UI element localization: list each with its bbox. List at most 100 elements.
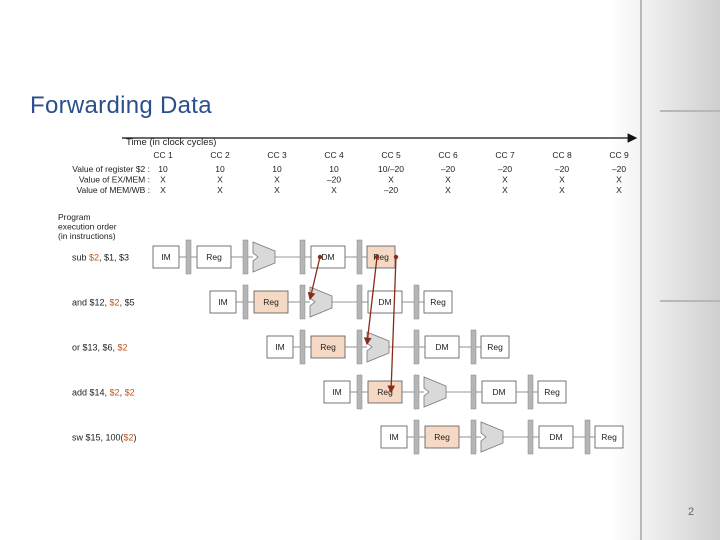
reg-label: Reg: [320, 342, 336, 352]
reg-label: Reg: [487, 342, 503, 352]
instruction-text: or $13, $6,: [72, 343, 118, 353]
value-cell: X: [160, 175, 166, 185]
pipeline-register-bar: [470, 374, 477, 410]
value-cell: X: [559, 185, 565, 195]
value-cell: X: [502, 185, 508, 195]
register-highlight: $2: [125, 388, 135, 398]
program-label-line: (in instructions): [58, 231, 116, 241]
value-cell: 10: [272, 164, 282, 174]
pipeline-register-bar: [185, 239, 192, 275]
value-cell: –20: [327, 175, 341, 185]
pipeline-stages: IM Reg DM Reg IM Reg DM Reg IM Reg DM Reg IM Reg DM Reg…: [152, 239, 624, 455]
cycle-label: CC 3: [267, 150, 287, 160]
pipeline-register-bar: [470, 329, 477, 365]
cycle-label: CC 5: [381, 150, 401, 160]
pipeline-register-bar: [413, 329, 420, 365]
pipeline-register-bar: [413, 374, 420, 410]
im-label: IM: [389, 432, 398, 442]
cycle-label: CC 1: [153, 150, 173, 160]
im-label: IM: [161, 252, 170, 262]
reg-label: Reg: [434, 432, 450, 442]
forwarding-line: [387, 256, 397, 394]
instruction-text: ): [134, 433, 137, 443]
program-label-line: execution order: [58, 222, 117, 232]
register-highlight: $2: [110, 298, 120, 308]
value-cell: 10: [158, 164, 168, 174]
cycle-label: CC 6: [438, 150, 458, 160]
instruction-label: or $13, $6, $2: [72, 343, 128, 353]
instruction-label: sw $15, 100($2): [72, 433, 137, 443]
reg-label: Reg: [206, 252, 222, 262]
background-window-frame: [660, 110, 720, 112]
instruction-text: , $5: [120, 298, 135, 308]
pipeline-row: IM Reg DM Reg: [323, 374, 567, 410]
slide-title: Forwarding Data: [30, 92, 212, 119]
value-cell: 10/–20: [378, 164, 404, 174]
pipeline-register-bar: [356, 329, 363, 365]
value-row-label: Value of register $2 :: [72, 164, 150, 174]
value-cell: –20: [498, 164, 512, 174]
background-window-frame: [660, 300, 720, 302]
register-value-table: Value of register $2 : 10 10 10 10 10/–20 –20 –…: [72, 164, 626, 195]
pipeline-register-bar: [413, 419, 420, 455]
value-cell: –20: [384, 185, 398, 195]
dm-label: DM: [378, 297, 391, 307]
pipeline-register-bar: [242, 284, 249, 320]
instruction-text: , $1, $3: [99, 253, 129, 263]
value-row-label: Value of EX/MEM :: [79, 175, 150, 185]
reg-label: Reg: [430, 297, 446, 307]
instruction-label: sub $2, $1, $3: [72, 253, 129, 263]
value-cell: X: [331, 185, 337, 195]
value-cell: X: [160, 185, 166, 195]
alu-icon: [423, 376, 447, 408]
reg-label: Reg: [544, 387, 560, 397]
dm-label: DM: [549, 432, 562, 442]
pipeline-register-bar: [299, 239, 306, 275]
value-cell: X: [502, 175, 508, 185]
cycle-label: CC 4: [324, 150, 344, 160]
reg-label: Reg: [263, 297, 279, 307]
instruction-text: sub: [72, 253, 89, 263]
value-row-label: Value of MEM/WB :: [76, 185, 150, 195]
cycle-label: CC 8: [552, 150, 572, 160]
instruction-text: and $12,: [72, 298, 110, 308]
pipeline-register-bar: [413, 284, 420, 320]
value-cell: X: [445, 185, 451, 195]
pipeline-register-bar: [584, 419, 591, 455]
background-window-frame: [640, 0, 642, 540]
register-highlight: $2: [118, 343, 128, 353]
value-cell: –20: [612, 164, 626, 174]
register-highlight: $2: [89, 253, 99, 263]
value-cell: X: [274, 175, 280, 185]
alu-icon: [309, 286, 333, 318]
value-cell: X: [616, 175, 622, 185]
reg-label: Reg: [373, 252, 389, 262]
cycle-label: CC 7: [495, 150, 515, 160]
value-cell: 10: [329, 164, 339, 174]
pipeline-register-bar: [470, 419, 477, 455]
pipeline-register-bar: [299, 284, 306, 320]
alu-icon: [366, 331, 390, 363]
value-cell: X: [274, 185, 280, 195]
forwarding-line: [363, 256, 378, 346]
dm-label: DM: [321, 252, 334, 262]
value-cell: X: [445, 175, 451, 185]
register-highlight: $2: [124, 433, 134, 443]
forwarding-paths: [307, 254, 399, 394]
instruction-text: ,: [120, 388, 125, 398]
value-cell: X: [217, 185, 223, 195]
cycle-label: CC 2: [210, 150, 230, 160]
time-axis-label: Time (in clock cycles): [126, 137, 216, 148]
instruction-label: add $14, $2, $2: [72, 388, 135, 398]
alu-icon: [480, 421, 504, 453]
cycle-label: CC 9: [609, 150, 629, 160]
pipeline-row: IM Reg DM Reg: [152, 239, 396, 275]
pipeline-register-bar: [356, 239, 363, 275]
pipeline-row: IM Reg DM Reg: [380, 419, 624, 455]
clock-cycle-headers: CC 1 CC 2 CC 3 CC 4 CC 5 CC 6 CC 7 CC 8 CC 9: [153, 150, 629, 160]
alu-icon: [252, 241, 276, 273]
pipeline-register-bar: [356, 374, 363, 410]
